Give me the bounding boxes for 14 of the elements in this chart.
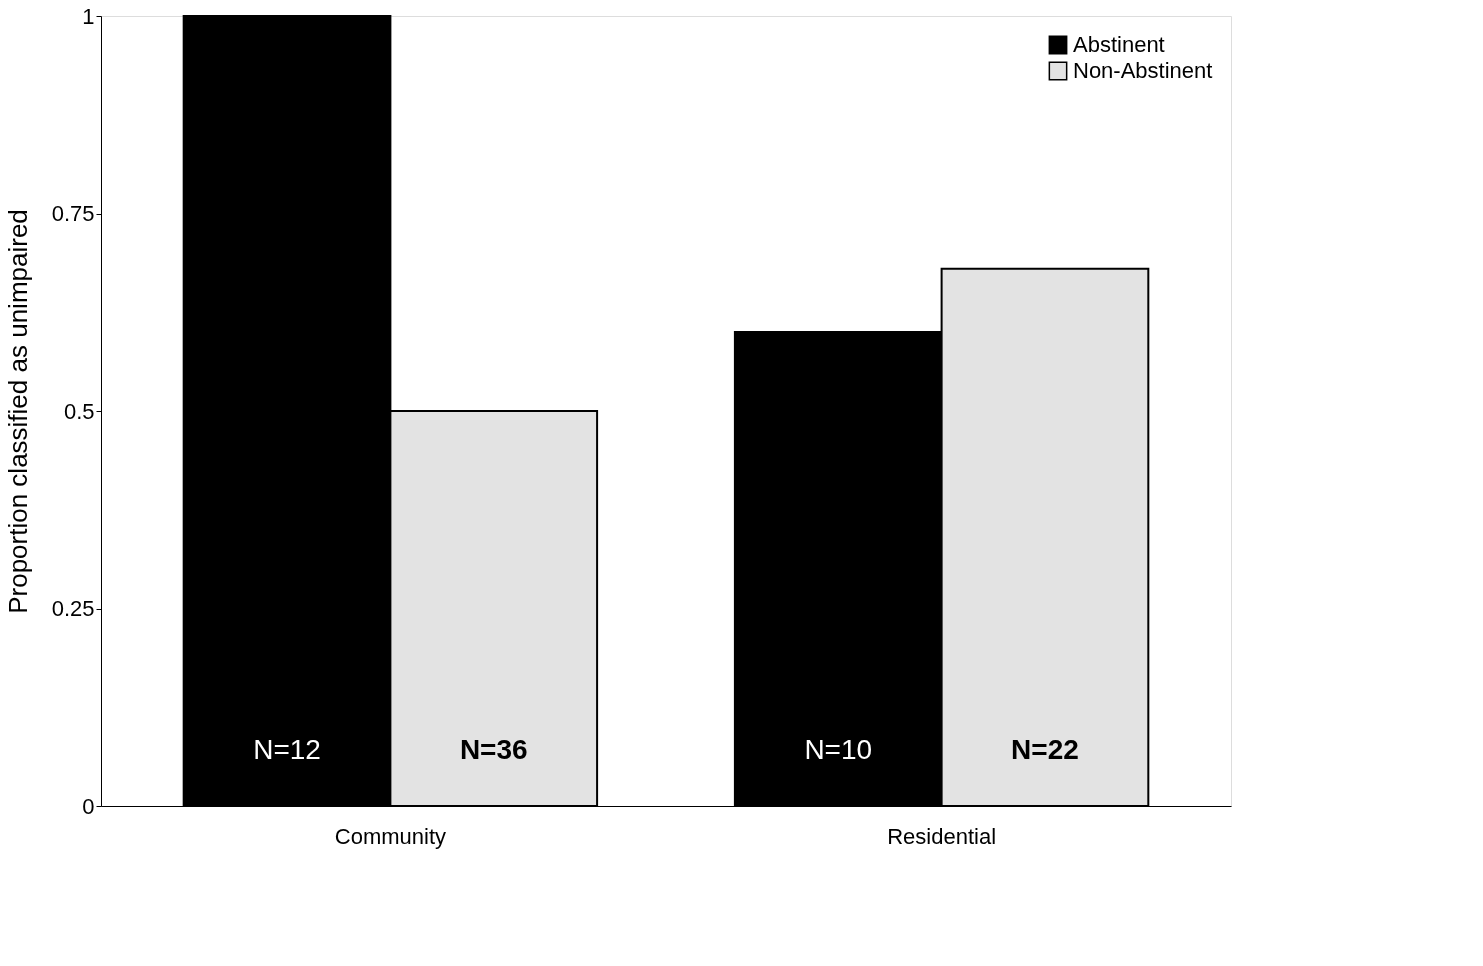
x-tick-label: Community — [334, 823, 447, 849]
y-axis-title: Proportion classified as unimpaired — [2, 209, 33, 614]
legend-label: Abstinent — [1073, 32, 1165, 57]
x-tick-label: Residential — [887, 823, 997, 849]
y-tick-label: 0.25 — [51, 596, 95, 621]
y-tick-label: 0 — [82, 793, 95, 819]
y-tick-label: 0.75 — [51, 201, 95, 226]
legend-label: Non-Abstinent — [1073, 58, 1213, 83]
annotation: N=22 — [1011, 733, 1079, 765]
y-tick-label: 0.5 — [63, 398, 95, 424]
annotation: N=10 — [804, 733, 873, 765]
annotation: N=12 — [253, 733, 321, 765]
y-tick-label: 1 — [82, 3, 95, 29]
annotation: N=36 — [459, 733, 528, 765]
